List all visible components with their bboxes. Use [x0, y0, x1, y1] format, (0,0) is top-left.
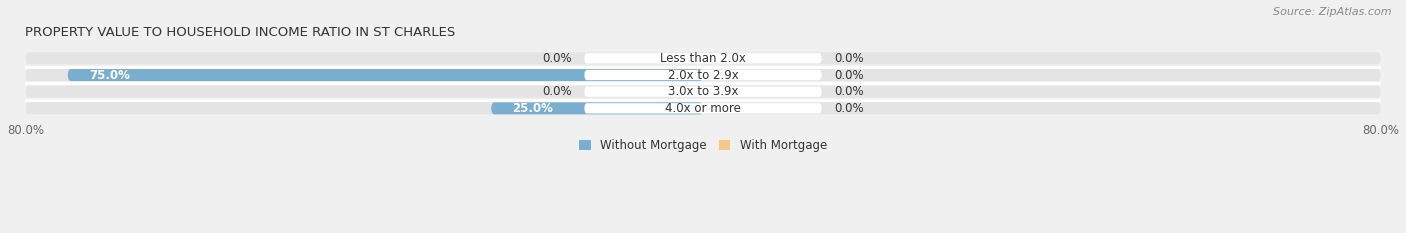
FancyBboxPatch shape — [585, 53, 821, 64]
Text: 3.0x to 3.9x: 3.0x to 3.9x — [668, 85, 738, 98]
FancyBboxPatch shape — [585, 103, 821, 113]
Text: 0.0%: 0.0% — [543, 85, 572, 98]
Text: 25.0%: 25.0% — [512, 102, 554, 115]
FancyBboxPatch shape — [25, 102, 1381, 114]
Text: 0.0%: 0.0% — [834, 52, 863, 65]
Text: 0.0%: 0.0% — [834, 69, 863, 82]
Text: 4.0x or more: 4.0x or more — [665, 102, 741, 115]
FancyBboxPatch shape — [25, 69, 1381, 81]
Text: Less than 2.0x: Less than 2.0x — [659, 52, 747, 65]
Legend: Without Mortgage, With Mortgage: Without Mortgage, With Mortgage — [579, 139, 827, 152]
FancyBboxPatch shape — [25, 52, 1381, 64]
FancyBboxPatch shape — [25, 86, 1381, 98]
FancyBboxPatch shape — [585, 70, 821, 80]
Text: 75.0%: 75.0% — [89, 69, 129, 82]
Text: PROPERTY VALUE TO HOUSEHOLD INCOME RATIO IN ST CHARLES: PROPERTY VALUE TO HOUSEHOLD INCOME RATIO… — [25, 26, 456, 39]
Text: 0.0%: 0.0% — [543, 52, 572, 65]
Text: 0.0%: 0.0% — [834, 85, 863, 98]
FancyBboxPatch shape — [67, 69, 703, 81]
FancyBboxPatch shape — [491, 102, 703, 114]
Text: 2.0x to 2.9x: 2.0x to 2.9x — [668, 69, 738, 82]
Text: Source: ZipAtlas.com: Source: ZipAtlas.com — [1274, 7, 1392, 17]
Text: 0.0%: 0.0% — [834, 102, 863, 115]
FancyBboxPatch shape — [585, 86, 821, 97]
